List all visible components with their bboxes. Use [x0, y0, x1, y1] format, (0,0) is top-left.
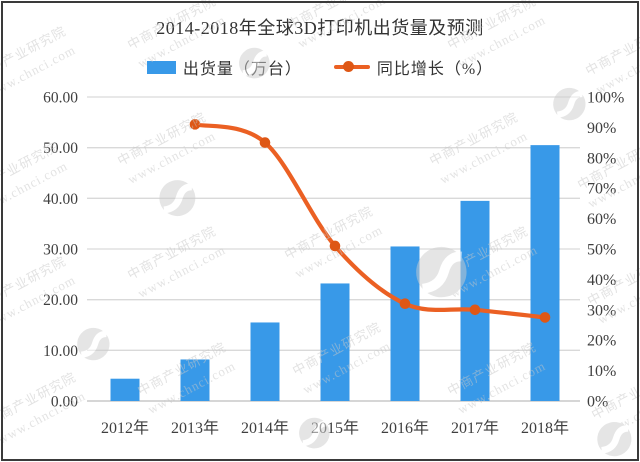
shipments-bar: [110, 378, 140, 401]
legend-item-shipments: 出货量（万台）: [146, 55, 302, 79]
x-axis-category-label: 2014年: [241, 419, 289, 437]
x-axis-category-label: 2016年: [381, 419, 429, 437]
right-axis-tick-label: 60%: [587, 211, 616, 228]
left-axis-tick-label: 30.00: [43, 242, 78, 259]
left-axis-tick-label: 0.00: [51, 394, 78, 411]
left-axis-tick-label: 40.00: [43, 191, 78, 208]
chart-legend: 出货量（万台） 同比增长（%）: [0, 55, 640, 79]
growth-line-marker: [399, 298, 411, 310]
right-axis-tick-label: 90%: [587, 120, 616, 137]
legend-label-shipments: 出货量（万台）: [182, 61, 302, 78]
right-axis-tick-label: 0%: [587, 394, 608, 411]
x-axis-category-label: 2018年: [521, 419, 569, 437]
x-axis-category-label: 2012年: [101, 419, 149, 437]
x-axis-category-label: 2017年: [451, 419, 499, 437]
shipments-bar: [530, 145, 560, 401]
shipments-bar: [390, 246, 420, 401]
growth-line-marker: [469, 304, 481, 316]
left-axis-tick-label: 20.00: [43, 292, 78, 309]
right-axis-tick-label: 80%: [587, 150, 616, 167]
legend-line-dot: [342, 61, 354, 72]
shipments-bar: [180, 359, 210, 401]
chart-title: 2014-2018年全球3D打印机出货量及预测: [156, 18, 484, 38]
right-axis-tick-label: 100%: [587, 90, 624, 107]
legend-label-growth: 同比增长（%）: [376, 61, 494, 78]
right-axis-tick-label: 50%: [587, 242, 616, 259]
shipments-bar: [250, 322, 280, 401]
growth-line-marker: [259, 137, 271, 148]
legend-item-growth: 同比增长（%）: [333, 55, 494, 79]
right-axis-tick-label: 30%: [587, 302, 616, 319]
right-axis-tick-label: 70%: [587, 181, 616, 198]
x-axis-category-label: 2013年: [171, 419, 219, 437]
left-axis-tick-label: 10.00: [43, 343, 78, 360]
right-axis-tick-label: 10%: [587, 363, 616, 380]
left-axis-tick-label: 50.00: [43, 140, 78, 157]
shipments-bar: [320, 283, 350, 401]
legend-line-swatch: [333, 61, 370, 72]
shipments-bar: [460, 200, 490, 401]
right-axis-tick-label: 20%: [587, 333, 616, 350]
growth-line-marker: [189, 119, 201, 130]
x-axis-category-label: 2015年: [311, 419, 359, 437]
left-axis-tick-label: 60.00: [43, 90, 78, 107]
legend-bar-swatch: [146, 60, 176, 74]
growth-line-marker: [329, 240, 341, 252]
right-axis-tick-label: 40%: [587, 272, 616, 289]
growth-line-marker: [539, 312, 551, 323]
growth-line: [192, 122, 548, 320]
